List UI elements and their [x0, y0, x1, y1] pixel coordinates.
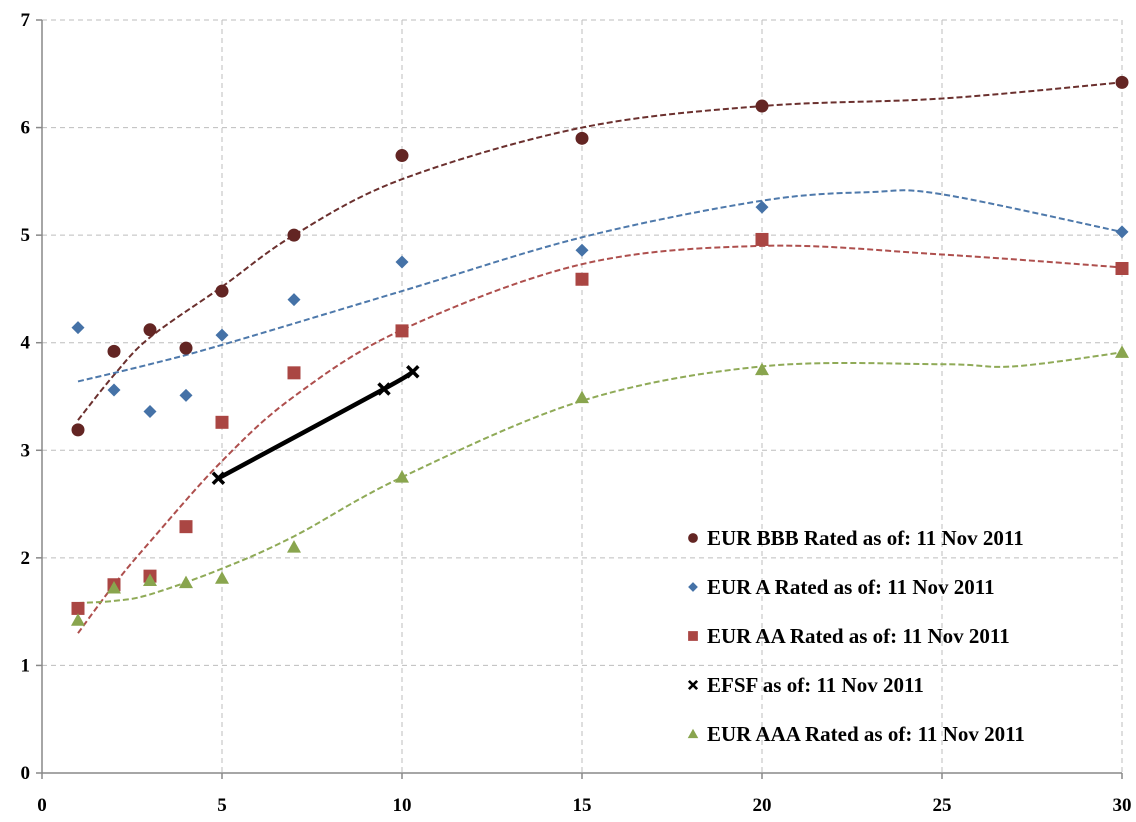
y-tick-label: 7: [21, 10, 31, 31]
legend-label: EUR AA Rated as of: 11 Nov 2011: [707, 624, 1010, 648]
diamond-marker: [688, 582, 698, 592]
data-markers: [71, 75, 1129, 626]
triangle-marker: [1115, 345, 1129, 358]
y-tick-label: 2: [21, 548, 31, 569]
legend-label: EFSF as of: 11 Nov 2011: [707, 673, 924, 697]
trendline: [77, 351, 1123, 605]
square-marker: [395, 324, 409, 338]
trendlines: [77, 81, 1123, 634]
legend-item: EUR AA Rated as of: 11 Nov 2011: [688, 624, 1010, 648]
legend-label: EUR A Rated as of: 11 Nov 2011: [707, 575, 995, 599]
triangle-marker: [215, 571, 229, 584]
trendline: [77, 189, 1123, 383]
triangle-marker: [143, 573, 157, 586]
y-tick-label: 6: [21, 118, 31, 139]
legend-label: EUR AAA Rated as of: 11 Nov 2011: [707, 722, 1025, 746]
triangle-marker: [755, 362, 769, 376]
triangle-marker: [687, 728, 699, 739]
diamond-marker: [755, 200, 769, 214]
y-tick-label: 5: [21, 225, 31, 246]
circle-marker: [575, 131, 589, 145]
square-marker: [755, 232, 769, 246]
diamond-marker: [179, 388, 193, 402]
diamond-marker: [1115, 225, 1129, 239]
circle-marker: [755, 99, 769, 113]
circle-marker: [287, 228, 301, 242]
triangle-marker: [71, 613, 85, 626]
circle-marker: [688, 533, 698, 543]
diamond-marker: [287, 293, 301, 307]
x-marker: [687, 679, 699, 691]
legend-item: EFSF as of: 11 Nov 2011: [687, 673, 924, 697]
diamond-marker: [71, 321, 85, 335]
circle-marker: [71, 423, 85, 437]
x-tick-label: 20: [753, 795, 772, 816]
axes: 0 1 2 3 4 5 6 7 0 5 10 15 20 25 30: [21, 10, 1132, 816]
triangle-marker: [179, 575, 193, 589]
diamond-marker: [107, 383, 121, 397]
legend-item: EUR AAA Rated as of: 11 Nov 2011: [687, 722, 1025, 746]
x-tick-label: 30: [1113, 795, 1132, 816]
x-tick-label: 5: [217, 795, 227, 816]
triangle-marker: [107, 580, 121, 594]
legend-label: EUR BBB Rated as of: 11 Nov 2011: [707, 526, 1024, 550]
diamond-marker: [395, 255, 409, 269]
x-tick-label: 0: [37, 795, 47, 816]
x-marker: [406, 365, 420, 379]
triangle-marker: [575, 390, 589, 404]
y-tick-label: 0: [21, 763, 31, 784]
circle-marker: [143, 323, 157, 337]
x-marker: [377, 382, 391, 396]
trendline: [77, 244, 1123, 634]
circle-marker: [395, 149, 409, 163]
y-tick-label: 1: [21, 655, 31, 676]
x-tick-label: 25: [933, 795, 952, 816]
legend-item: EUR A Rated as of: 11 Nov 2011: [688, 575, 995, 599]
circle-marker: [179, 341, 193, 355]
diamond-marker: [215, 328, 229, 342]
circle-marker: [1115, 75, 1129, 89]
square-marker: [179, 520, 193, 534]
square-marker: [575, 272, 589, 286]
square-marker: [688, 631, 698, 641]
triangle-marker: [287, 540, 301, 553]
square-marker: [215, 415, 229, 429]
triangle-marker: [395, 470, 409, 483]
legend: EUR BBB Rated as of: 11 Nov 2011 EUR A Ra…: [687, 526, 1025, 746]
y-tick-label: 4: [21, 333, 31, 354]
x-marker: [211, 471, 226, 485]
legend-item: EUR BBB Rated as of: 11 Nov 2011: [688, 526, 1024, 550]
circle-marker: [215, 284, 229, 298]
square-marker: [71, 601, 85, 615]
square-marker: [287, 366, 301, 380]
y-tick-label: 3: [21, 440, 31, 461]
x-tick-label: 10: [393, 795, 412, 816]
square-marker: [1115, 261, 1129, 275]
trendline: [77, 81, 1123, 421]
circle-marker: [107, 344, 121, 358]
diamond-marker: [575, 243, 589, 257]
diamond-marker: [143, 405, 157, 419]
x-tick-label: 15: [573, 795, 592, 816]
